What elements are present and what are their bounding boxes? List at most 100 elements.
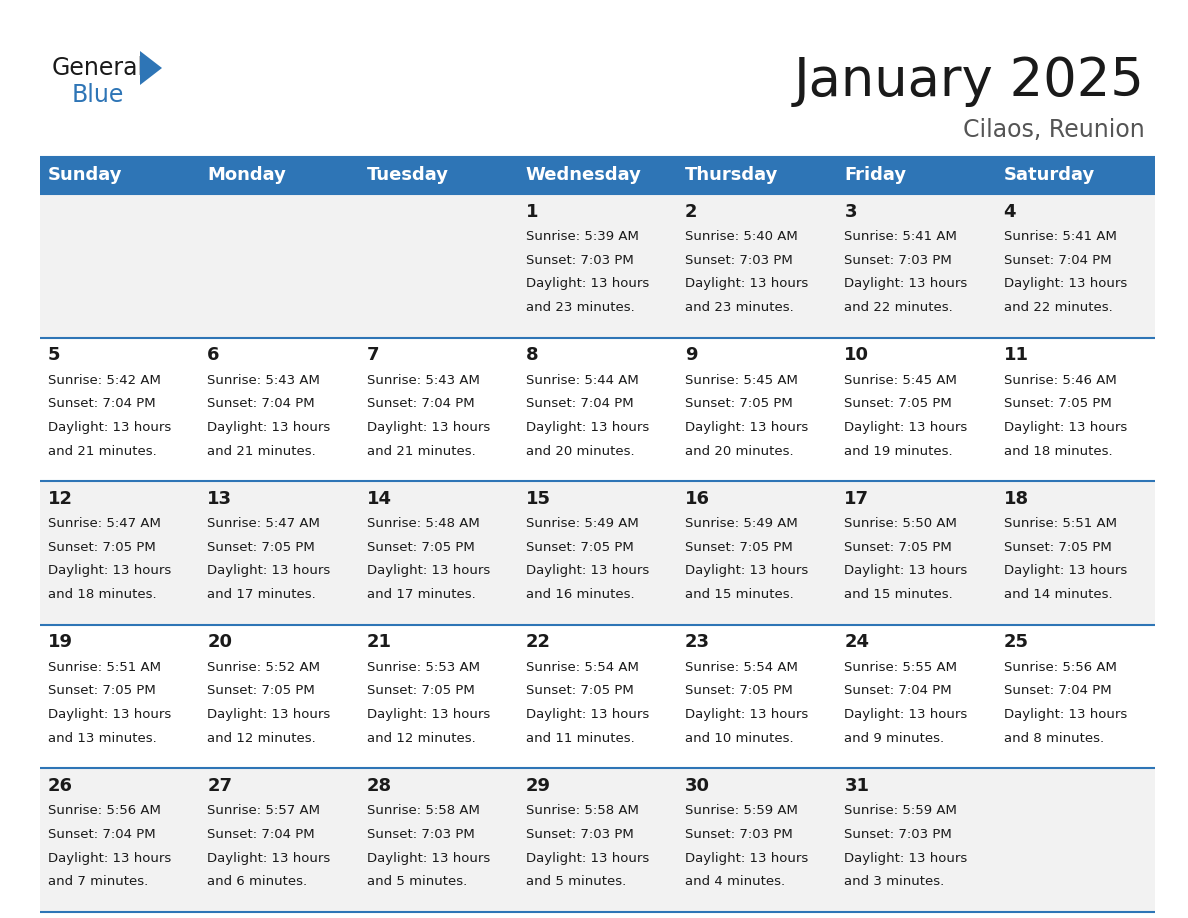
Text: Daylight: 13 hours: Daylight: 13 hours	[526, 708, 649, 721]
Text: Sunset: 7:04 PM: Sunset: 7:04 PM	[845, 685, 952, 698]
Text: Sunset: 7:05 PM: Sunset: 7:05 PM	[685, 541, 792, 554]
Text: Sunrise: 5:56 AM: Sunrise: 5:56 AM	[1004, 661, 1117, 674]
Text: Sunrise: 5:50 AM: Sunrise: 5:50 AM	[845, 517, 958, 530]
Text: Sunrise: 5:58 AM: Sunrise: 5:58 AM	[526, 804, 639, 817]
Text: Saturday: Saturday	[1004, 166, 1095, 185]
Text: Sunrise: 5:52 AM: Sunrise: 5:52 AM	[207, 661, 321, 674]
Text: 31: 31	[845, 777, 870, 795]
Text: Daylight: 13 hours: Daylight: 13 hours	[685, 852, 808, 865]
Text: Sunrise: 5:51 AM: Sunrise: 5:51 AM	[1004, 517, 1117, 530]
Text: Sunrise: 5:56 AM: Sunrise: 5:56 AM	[48, 804, 160, 817]
Bar	[677, 194, 836, 338]
Text: Sunset: 7:03 PM: Sunset: 7:03 PM	[685, 253, 792, 266]
Text: Daylight: 13 hours: Daylight: 13 hours	[207, 565, 330, 577]
Text: Sunrise: 5:59 AM: Sunrise: 5:59 AM	[685, 804, 798, 817]
Text: 5: 5	[48, 346, 61, 364]
Text: and 4 minutes.: and 4 minutes.	[685, 876, 785, 889]
Text: 30: 30	[685, 777, 710, 795]
Text: Friday: Friday	[845, 166, 906, 185]
Text: 23: 23	[685, 633, 710, 652]
Text: 6: 6	[207, 346, 220, 364]
Text: 12: 12	[48, 490, 72, 508]
Text: 11: 11	[1004, 346, 1029, 364]
Text: and 21 minutes.: and 21 minutes.	[367, 444, 475, 457]
Text: Daylight: 13 hours: Daylight: 13 hours	[207, 420, 330, 434]
Text: Sunset: 7:05 PM: Sunset: 7:05 PM	[685, 397, 792, 410]
Text: Sunset: 7:05 PM: Sunset: 7:05 PM	[1004, 541, 1112, 554]
Bar	[518, 768, 677, 912]
Text: Daylight: 13 hours: Daylight: 13 hours	[845, 420, 968, 434]
Text: 3: 3	[845, 203, 857, 220]
Text: Sunrise: 5:41 AM: Sunrise: 5:41 AM	[1004, 230, 1117, 243]
Text: and 20 minutes.: and 20 minutes.	[526, 444, 634, 457]
Text: and 15 minutes.: and 15 minutes.	[845, 588, 953, 601]
Text: Sunset: 7:05 PM: Sunset: 7:05 PM	[1004, 397, 1112, 410]
Text: 4: 4	[1004, 203, 1016, 220]
Bar	[359, 768, 518, 912]
Text: and 8 minutes.: and 8 minutes.	[1004, 732, 1104, 744]
Polygon shape	[140, 51, 162, 85]
Text: and 11 minutes.: and 11 minutes.	[526, 732, 634, 744]
Text: Daylight: 13 hours: Daylight: 13 hours	[48, 708, 171, 721]
Bar	[836, 768, 996, 912]
Text: Sunrise: 5:49 AM: Sunrise: 5:49 AM	[685, 517, 798, 530]
Text: Daylight: 13 hours: Daylight: 13 hours	[207, 852, 330, 865]
Text: 29: 29	[526, 777, 551, 795]
Text: Daylight: 13 hours: Daylight: 13 hours	[48, 420, 171, 434]
Text: Sunset: 7:04 PM: Sunset: 7:04 PM	[207, 397, 315, 410]
Text: Daylight: 13 hours: Daylight: 13 hours	[526, 277, 649, 290]
Text: and 14 minutes.: and 14 minutes.	[1004, 588, 1112, 601]
Text: and 17 minutes.: and 17 minutes.	[207, 588, 316, 601]
Text: Daylight: 13 hours: Daylight: 13 hours	[48, 565, 171, 577]
Bar	[996, 481, 1155, 625]
Text: 2: 2	[685, 203, 697, 220]
Bar	[518, 481, 677, 625]
Bar	[518, 194, 677, 338]
Text: Sunrise: 5:43 AM: Sunrise: 5:43 AM	[207, 374, 320, 386]
Text: 24: 24	[845, 633, 870, 652]
Text: and 23 minutes.: and 23 minutes.	[685, 301, 794, 314]
Bar	[518, 338, 677, 481]
Text: Sunset: 7:04 PM: Sunset: 7:04 PM	[367, 397, 474, 410]
Text: Sunrise: 5:39 AM: Sunrise: 5:39 AM	[526, 230, 639, 243]
Text: and 3 minutes.: and 3 minutes.	[845, 876, 944, 889]
Text: and 6 minutes.: and 6 minutes.	[207, 876, 308, 889]
Text: Sunset: 7:04 PM: Sunset: 7:04 PM	[48, 397, 156, 410]
Text: Daylight: 13 hours: Daylight: 13 hours	[526, 565, 649, 577]
Text: Sunset: 7:03 PM: Sunset: 7:03 PM	[845, 253, 952, 266]
Text: Sunrise: 5:43 AM: Sunrise: 5:43 AM	[367, 374, 480, 386]
Text: and 5 minutes.: and 5 minutes.	[367, 876, 467, 889]
Text: Daylight: 13 hours: Daylight: 13 hours	[845, 277, 968, 290]
Text: and 19 minutes.: and 19 minutes.	[845, 444, 953, 457]
Text: Daylight: 13 hours: Daylight: 13 hours	[526, 420, 649, 434]
Text: Tuesday: Tuesday	[367, 166, 449, 185]
Text: Daylight: 13 hours: Daylight: 13 hours	[685, 708, 808, 721]
Bar	[518, 157, 677, 194]
Text: Cilaos, Reunion: Cilaos, Reunion	[963, 118, 1145, 142]
Bar	[200, 481, 359, 625]
Text: Sunset: 7:05 PM: Sunset: 7:05 PM	[526, 541, 633, 554]
Text: Sunday: Sunday	[48, 166, 122, 185]
Text: Sunrise: 5:54 AM: Sunrise: 5:54 AM	[526, 661, 639, 674]
Text: Sunset: 7:04 PM: Sunset: 7:04 PM	[526, 397, 633, 410]
Text: Daylight: 13 hours: Daylight: 13 hours	[1004, 708, 1127, 721]
Text: Daylight: 13 hours: Daylight: 13 hours	[367, 708, 489, 721]
Text: Daylight: 13 hours: Daylight: 13 hours	[845, 852, 968, 865]
Text: Sunrise: 5:54 AM: Sunrise: 5:54 AM	[685, 661, 798, 674]
Bar	[677, 481, 836, 625]
Text: and 21 minutes.: and 21 minutes.	[48, 444, 157, 457]
Bar	[40, 768, 200, 912]
Text: and 23 minutes.: and 23 minutes.	[526, 301, 634, 314]
Bar	[200, 157, 359, 194]
Text: and 20 minutes.: and 20 minutes.	[685, 444, 794, 457]
Text: Daylight: 13 hours: Daylight: 13 hours	[1004, 420, 1127, 434]
Text: Sunrise: 5:44 AM: Sunrise: 5:44 AM	[526, 374, 639, 386]
Text: 27: 27	[207, 777, 232, 795]
Bar	[40, 194, 200, 338]
Bar	[996, 625, 1155, 768]
Text: Sunrise: 5:42 AM: Sunrise: 5:42 AM	[48, 374, 160, 386]
Text: Daylight: 13 hours: Daylight: 13 hours	[845, 708, 968, 721]
Bar	[40, 157, 200, 194]
Text: 28: 28	[367, 777, 392, 795]
Text: Sunset: 7:05 PM: Sunset: 7:05 PM	[685, 685, 792, 698]
